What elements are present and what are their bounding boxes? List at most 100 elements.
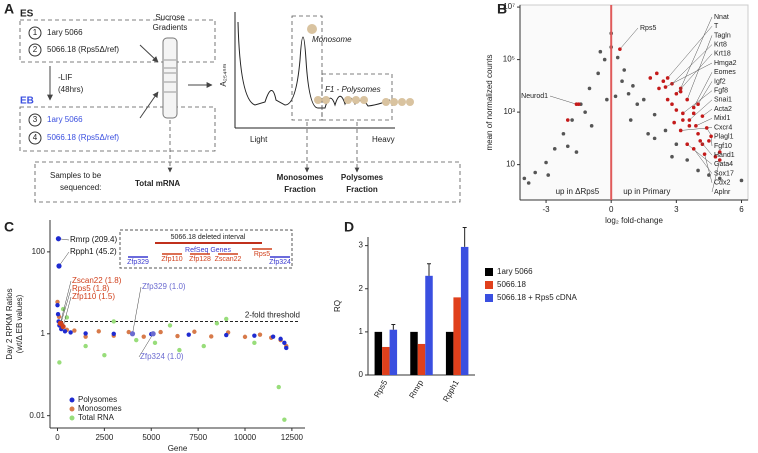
point (628, 118, 633, 122)
point (141, 334, 146, 339)
point (574, 150, 579, 154)
gene-label: Sox17 (714, 170, 734, 177)
y-axis-label: RQ (333, 300, 342, 312)
annotated-point (60, 323, 66, 330)
labeled-point (618, 47, 622, 51)
labeled-point (709, 134, 713, 139)
point (565, 118, 570, 122)
x-tick-label: 0 (55, 433, 60, 442)
legend-label: 1ary 5066 (497, 267, 533, 276)
y-axis-label: Day 2 RPKM Ratios (5, 288, 14, 359)
point (126, 329, 131, 335)
point (652, 112, 657, 117)
legend-marker (69, 415, 75, 421)
x-tick-label: 10000 (234, 433, 257, 442)
leader-line (700, 140, 713, 156)
labeled-point (678, 86, 683, 91)
leader-line (689, 99, 713, 121)
labeled-point (665, 76, 670, 80)
leader-line (676, 53, 713, 94)
fraction-label: Total mRNA (135, 179, 180, 188)
point (102, 352, 107, 358)
labeled-point (698, 139, 703, 143)
point (685, 158, 689, 162)
point (68, 330, 73, 335)
annotation-line (138, 333, 154, 358)
annotated-point (55, 236, 62, 242)
leader-line (667, 26, 713, 79)
x-tick-label: Rpph1 (441, 378, 461, 403)
annotation-label: Zscan22 (1.8) (72, 276, 122, 285)
x-tick-label: 5000 (142, 433, 160, 442)
trace-x-start: Light (250, 135, 268, 144)
point (209, 334, 214, 339)
x-tick-label: Rps5 (372, 378, 389, 399)
point (152, 340, 158, 346)
point (687, 124, 692, 128)
fraction-label: Polysomes (341, 173, 384, 182)
point (661, 79, 666, 84)
tube (162, 37, 178, 119)
gene-label: Cdx2 (714, 180, 730, 187)
x-axis-label: log₂ fold-change (605, 216, 663, 225)
point (224, 316, 229, 322)
region-label: up in ΔRps5 (556, 187, 600, 196)
y-tick-label: 10³ (503, 107, 515, 116)
sample-number: 1 (33, 28, 38, 37)
point (663, 128, 668, 133)
point (276, 384, 281, 390)
legend-swatch (485, 281, 493, 289)
x-tick-label: 3 (674, 205, 679, 214)
point (546, 173, 551, 177)
panel-letter: A (4, 1, 14, 17)
inset-gene: Zfp128 (189, 256, 211, 263)
gene-label: Fgf8 (714, 88, 728, 95)
point (615, 55, 620, 60)
point (192, 329, 197, 334)
annotation-line (60, 280, 72, 324)
inset-gene: Zfp110 (161, 256, 182, 263)
y-tick-label: 3 (359, 241, 364, 250)
point (672, 120, 676, 125)
error-bar (427, 263, 431, 276)
gene-label: Krt18 (714, 51, 731, 58)
sample-name: 1ary 5066 (47, 115, 83, 124)
bar (374, 331, 383, 375)
gene-label: Nnat (714, 14, 729, 21)
sample-number: 3 (33, 115, 38, 124)
point (282, 340, 287, 346)
x-tick-label: -3 (542, 205, 550, 214)
inset-gene: Zfp329 (127, 259, 149, 266)
inset-interval: 5066.18 deleted interval (171, 234, 246, 241)
y-tick-label: 10⁵ (503, 55, 515, 64)
panel-a: A ES 1 1ary 5066 2 5066.18 (Rps5Δ/ref) -… (4, 1, 461, 203)
point (83, 334, 88, 339)
point (111, 331, 116, 336)
point (175, 333, 180, 339)
point (700, 142, 705, 147)
fraction-label: Fraction (284, 185, 316, 194)
annotation-line (132, 286, 142, 334)
point (83, 343, 88, 349)
point (561, 131, 566, 136)
leader-line (695, 118, 713, 127)
point (186, 332, 191, 337)
point (257, 332, 263, 337)
y-tick-label: 1 (359, 327, 364, 336)
point (670, 154, 674, 159)
annotation-label: Rps5 (1.8) (72, 284, 110, 293)
region-label: up in Primary (623, 187, 670, 196)
number-circle (28, 43, 42, 57)
x-tick-label: 12500 (281, 433, 304, 442)
leader-line (702, 108, 713, 117)
gene-label: Tagln (714, 32, 731, 39)
leader-line (549, 95, 577, 105)
number-circle (28, 131, 42, 145)
point (270, 334, 276, 339)
point (177, 347, 182, 353)
x-tick-label: 0 (609, 205, 614, 214)
leader-line (687, 144, 713, 165)
labeled-point (681, 111, 685, 116)
point (739, 178, 744, 183)
gene-label: Gata4 (714, 161, 733, 168)
